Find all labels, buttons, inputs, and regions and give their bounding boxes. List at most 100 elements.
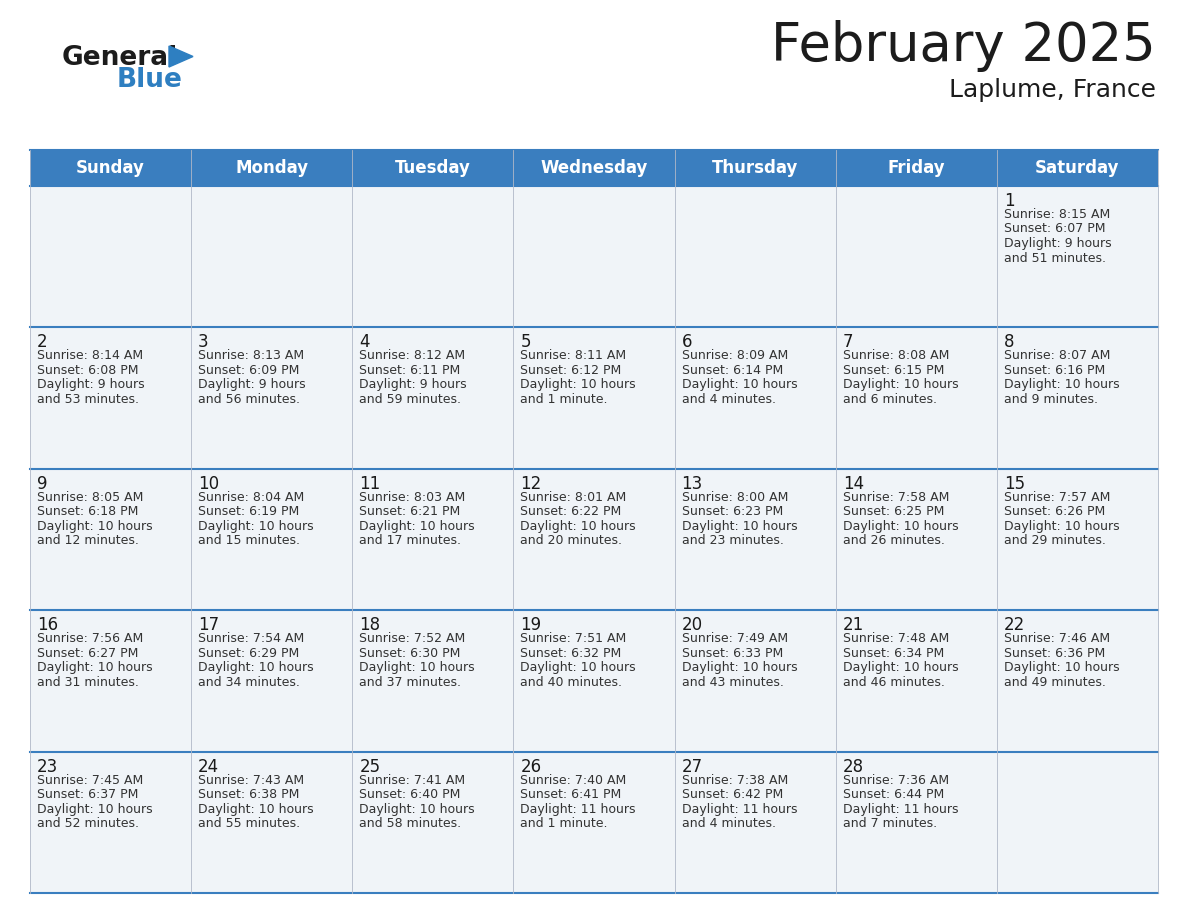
Text: Sunrise: 7:43 AM: Sunrise: 7:43 AM — [198, 774, 304, 787]
Text: Daylight: 10 hours: Daylight: 10 hours — [1004, 661, 1119, 674]
Text: Daylight: 10 hours: Daylight: 10 hours — [198, 661, 314, 674]
Text: and 46 minutes.: and 46 minutes. — [842, 676, 944, 688]
Text: Daylight: 10 hours: Daylight: 10 hours — [682, 661, 797, 674]
Text: 19: 19 — [520, 616, 542, 634]
Text: and 49 minutes.: and 49 minutes. — [1004, 676, 1106, 688]
Bar — [191, 610, 353, 752]
Text: Sunset: 6:11 PM: Sunset: 6:11 PM — [359, 364, 461, 377]
Text: Sunset: 6:34 PM: Sunset: 6:34 PM — [842, 646, 944, 660]
Text: Daylight: 9 hours: Daylight: 9 hours — [359, 378, 467, 391]
Bar — [513, 469, 675, 610]
Text: Daylight: 11 hours: Daylight: 11 hours — [520, 802, 636, 815]
Text: Daylight: 10 hours: Daylight: 10 hours — [520, 378, 636, 391]
Text: Sunrise: 7:49 AM: Sunrise: 7:49 AM — [682, 633, 788, 645]
Bar — [675, 469, 835, 610]
Text: Sunrise: 8:07 AM: Sunrise: 8:07 AM — [1004, 350, 1111, 363]
Text: Sunrise: 7:54 AM: Sunrise: 7:54 AM — [198, 633, 304, 645]
Text: 7: 7 — [842, 333, 853, 352]
Text: Saturday: Saturday — [1035, 159, 1119, 177]
Text: Sunset: 6:07 PM: Sunset: 6:07 PM — [1004, 222, 1105, 236]
Text: Daylight: 10 hours: Daylight: 10 hours — [359, 802, 475, 815]
Text: 11: 11 — [359, 475, 380, 493]
Text: Sunset: 6:36 PM: Sunset: 6:36 PM — [1004, 646, 1105, 660]
Bar — [191, 186, 353, 328]
Bar — [997, 610, 1158, 752]
Text: 10: 10 — [198, 475, 220, 493]
Bar — [835, 186, 997, 328]
Text: 9: 9 — [37, 475, 48, 493]
Text: Sunset: 6:38 PM: Sunset: 6:38 PM — [198, 788, 299, 801]
Bar — [675, 186, 835, 328]
Text: and 7 minutes.: and 7 minutes. — [842, 817, 937, 830]
Text: and 51 minutes.: and 51 minutes. — [1004, 252, 1106, 264]
Text: 1: 1 — [1004, 192, 1015, 210]
Text: Sunrise: 8:00 AM: Sunrise: 8:00 AM — [682, 491, 788, 504]
Text: Sunset: 6:21 PM: Sunset: 6:21 PM — [359, 505, 461, 519]
Text: Sunrise: 8:11 AM: Sunrise: 8:11 AM — [520, 350, 626, 363]
Text: and 4 minutes.: and 4 minutes. — [682, 817, 776, 830]
Text: and 56 minutes.: and 56 minutes. — [198, 393, 301, 406]
Bar — [191, 752, 353, 893]
Text: 16: 16 — [37, 616, 58, 634]
Text: and 26 minutes.: and 26 minutes. — [842, 534, 944, 547]
Text: Sunrise: 8:12 AM: Sunrise: 8:12 AM — [359, 350, 466, 363]
Text: Thursday: Thursday — [712, 159, 798, 177]
Text: Sunset: 6:30 PM: Sunset: 6:30 PM — [359, 646, 461, 660]
Text: Daylight: 9 hours: Daylight: 9 hours — [37, 378, 145, 391]
Text: 14: 14 — [842, 475, 864, 493]
Text: Wednesday: Wednesday — [541, 159, 647, 177]
Text: Daylight: 10 hours: Daylight: 10 hours — [842, 378, 959, 391]
Text: Daylight: 10 hours: Daylight: 10 hours — [37, 802, 152, 815]
Text: 26: 26 — [520, 757, 542, 776]
Text: and 12 minutes.: and 12 minutes. — [37, 534, 139, 547]
Bar — [835, 752, 997, 893]
Text: General: General — [62, 45, 178, 71]
Text: Blue: Blue — [116, 67, 183, 93]
Text: Sunset: 6:19 PM: Sunset: 6:19 PM — [198, 505, 299, 519]
Text: Monday: Monday — [235, 159, 308, 177]
Bar — [835, 610, 997, 752]
Text: Sunrise: 8:03 AM: Sunrise: 8:03 AM — [359, 491, 466, 504]
Text: Sunset: 6:18 PM: Sunset: 6:18 PM — [37, 505, 138, 519]
Bar — [513, 610, 675, 752]
Bar — [513, 328, 675, 469]
Bar — [30, 469, 191, 610]
Text: Sunrise: 8:15 AM: Sunrise: 8:15 AM — [1004, 208, 1110, 221]
Text: 2: 2 — [37, 333, 48, 352]
Text: 8: 8 — [1004, 333, 1015, 352]
Bar — [835, 469, 997, 610]
Text: and 29 minutes.: and 29 minutes. — [1004, 534, 1106, 547]
Text: and 17 minutes.: and 17 minutes. — [359, 534, 461, 547]
Text: and 15 minutes.: and 15 minutes. — [198, 534, 301, 547]
Bar — [997, 469, 1158, 610]
Text: 23: 23 — [37, 757, 58, 776]
Bar — [191, 469, 353, 610]
Text: Friday: Friday — [887, 159, 946, 177]
Bar — [353, 610, 513, 752]
Text: Daylight: 10 hours: Daylight: 10 hours — [842, 520, 959, 532]
Text: 17: 17 — [198, 616, 220, 634]
Text: Sunset: 6:14 PM: Sunset: 6:14 PM — [682, 364, 783, 377]
Bar — [997, 186, 1158, 328]
Bar — [675, 752, 835, 893]
Text: 27: 27 — [682, 757, 702, 776]
Text: Sunrise: 7:58 AM: Sunrise: 7:58 AM — [842, 491, 949, 504]
Text: 15: 15 — [1004, 475, 1025, 493]
Text: and 9 minutes.: and 9 minutes. — [1004, 393, 1098, 406]
Text: Sunrise: 7:56 AM: Sunrise: 7:56 AM — [37, 633, 144, 645]
Text: Daylight: 11 hours: Daylight: 11 hours — [842, 802, 959, 815]
Bar — [191, 328, 353, 469]
Bar — [513, 752, 675, 893]
Text: and 58 minutes.: and 58 minutes. — [359, 817, 461, 830]
Text: Sunset: 6:15 PM: Sunset: 6:15 PM — [842, 364, 944, 377]
Text: Daylight: 10 hours: Daylight: 10 hours — [682, 378, 797, 391]
Text: Daylight: 10 hours: Daylight: 10 hours — [682, 520, 797, 532]
Text: Sunrise: 8:05 AM: Sunrise: 8:05 AM — [37, 491, 144, 504]
Text: Daylight: 10 hours: Daylight: 10 hours — [198, 802, 314, 815]
Text: 4: 4 — [359, 333, 369, 352]
Text: Daylight: 9 hours: Daylight: 9 hours — [198, 378, 305, 391]
Text: Sunrise: 7:36 AM: Sunrise: 7:36 AM — [842, 774, 949, 787]
Text: and 1 minute.: and 1 minute. — [520, 393, 608, 406]
Text: Daylight: 10 hours: Daylight: 10 hours — [842, 661, 959, 674]
Text: and 1 minute.: and 1 minute. — [520, 817, 608, 830]
